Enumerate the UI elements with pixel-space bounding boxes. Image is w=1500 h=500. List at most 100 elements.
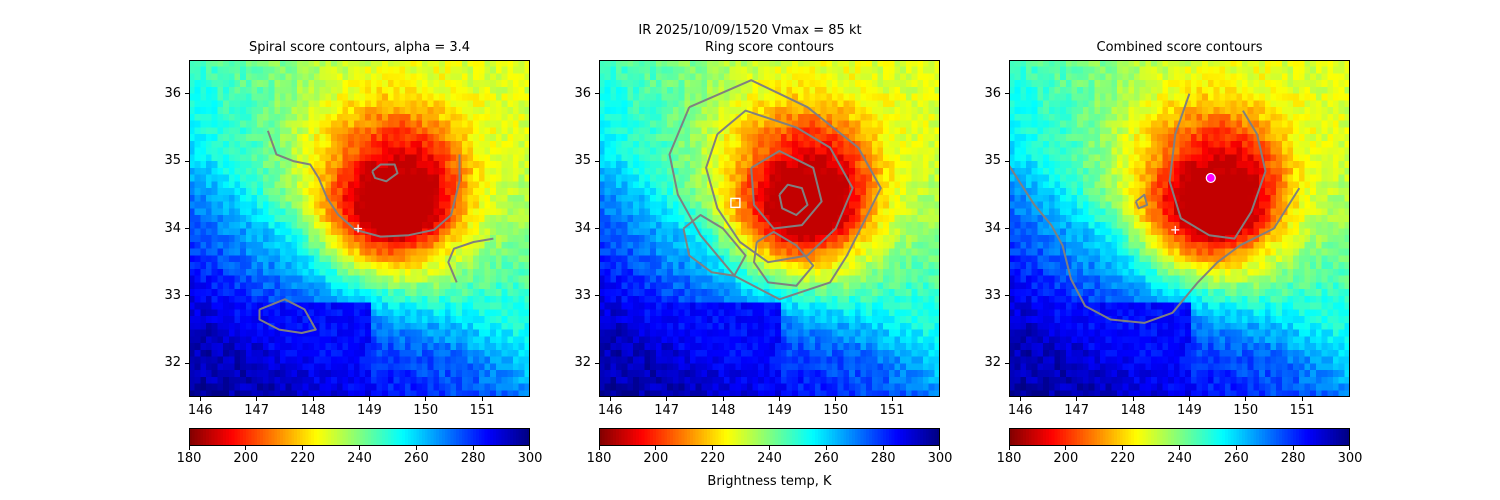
heatmap-cell <box>507 194 514 202</box>
heatmap-cell <box>336 120 343 128</box>
heatmap-cell <box>792 60 799 68</box>
heatmap-cell <box>633 322 640 330</box>
heatmap-cell <box>331 228 338 236</box>
heatmap-cell <box>416 140 423 149</box>
heatmap-cell <box>404 316 412 324</box>
heatmap-cell <box>724 167 731 175</box>
heatmap-cell <box>331 161 338 169</box>
heatmap-cell <box>507 215 514 223</box>
heatmap-cell <box>616 383 623 391</box>
heatmap-cell <box>450 295 457 304</box>
heatmap-cell <box>763 248 770 256</box>
heatmap-cell <box>450 255 457 263</box>
heatmap-cell <box>724 174 731 182</box>
heatmap-cell <box>621 262 628 270</box>
heatmap-cell <box>314 302 321 310</box>
heatmap-cell <box>404 221 412 229</box>
heatmap-cell <box>274 208 281 216</box>
heatmap-cell <box>348 147 355 155</box>
heatmap-cell <box>433 370 440 378</box>
heatmap-cell <box>393 343 400 351</box>
heatmap-cell <box>678 370 685 378</box>
heatmap-cell <box>410 275 417 283</box>
heatmap-cell <box>701 80 708 88</box>
heatmap-cell <box>633 174 640 182</box>
heatmap-cell <box>775 268 782 277</box>
heatmap-cell <box>393 194 400 202</box>
heatmap-cell <box>217 140 224 149</box>
heatmap-cell <box>616 73 623 81</box>
heatmap-cell <box>473 208 480 216</box>
heatmap-cell <box>797 363 804 371</box>
heatmap-cell <box>217 235 224 243</box>
heatmap-cell <box>695 241 702 250</box>
heatmap-cell <box>616 208 623 216</box>
heatmap-cell <box>735 336 742 344</box>
heatmap-cell <box>495 356 502 364</box>
heatmap-cell <box>718 316 725 324</box>
heatmap-cell <box>456 343 463 351</box>
heatmap-cell <box>701 316 708 324</box>
heatmap-cell <box>439 336 446 344</box>
heatmap-cell <box>769 188 776 196</box>
heatmap-cell <box>769 363 776 371</box>
heatmap-cell <box>644 309 651 317</box>
heatmap-cell <box>257 356 264 364</box>
heatmap-cell <box>211 309 218 317</box>
heatmap-cell <box>393 383 400 391</box>
heatmap-cell <box>718 329 725 337</box>
heatmap-cell <box>746 113 753 122</box>
heatmap-cell <box>291 390 298 397</box>
heatmap-cell <box>240 208 247 216</box>
heatmap-cell <box>223 316 230 324</box>
heatmap-cell <box>746 329 753 337</box>
heatmap-cell <box>616 262 623 270</box>
heatmap-cell <box>672 275 679 283</box>
heatmap-cell <box>735 322 742 330</box>
heatmap-cell <box>792 356 799 364</box>
heatmap-cell <box>433 174 440 182</box>
heatmap-cell <box>792 255 799 263</box>
heatmap-cell <box>599 134 606 142</box>
heatmap-cell <box>616 113 623 122</box>
heatmap-cell <box>627 390 634 397</box>
heatmap-cell <box>616 167 623 175</box>
heatmap-cell <box>752 349 759 357</box>
heatmap-cell <box>365 221 372 229</box>
heatmap-cell <box>735 66 742 74</box>
heatmap-cell <box>211 188 218 196</box>
heatmap-cell <box>200 390 207 397</box>
heatmap-cell <box>274 221 281 229</box>
heatmap-cell <box>610 100 617 108</box>
heatmap-cell <box>780 282 787 290</box>
heatmap-cell <box>655 370 662 378</box>
heatmap-cell <box>672 194 679 202</box>
heatmap-cell <box>342 201 349 209</box>
heatmap-cell <box>507 113 514 122</box>
heatmap-cell <box>365 349 372 357</box>
heatmap-cell <box>189 322 196 330</box>
heatmap-cell <box>786 262 793 270</box>
heatmap-cell <box>501 215 508 223</box>
heatmap-cell <box>308 86 315 95</box>
heatmap-cell <box>223 255 230 263</box>
heatmap-cell <box>274 255 281 263</box>
heatmap-cell <box>786 241 793 250</box>
heatmap-cell <box>741 167 748 175</box>
heatmap-cell <box>211 208 218 216</box>
heatmap-cell <box>262 113 269 122</box>
heatmap-cell <box>336 181 343 189</box>
heatmap-cell <box>501 113 508 122</box>
heatmap-cell <box>387 275 394 283</box>
heatmap-cell <box>240 100 247 108</box>
heatmap-cell <box>467 127 474 135</box>
heatmap-cell <box>194 329 201 337</box>
heatmap-cell <box>644 262 651 270</box>
heatmap-cell <box>718 161 725 169</box>
heatmap-cell <box>444 329 451 337</box>
heatmap-cell <box>387 302 394 310</box>
heatmap-cell <box>467 235 474 243</box>
heatmap-cell <box>786 107 793 115</box>
heatmap-cell <box>342 376 349 384</box>
heatmap-cell <box>359 255 366 263</box>
